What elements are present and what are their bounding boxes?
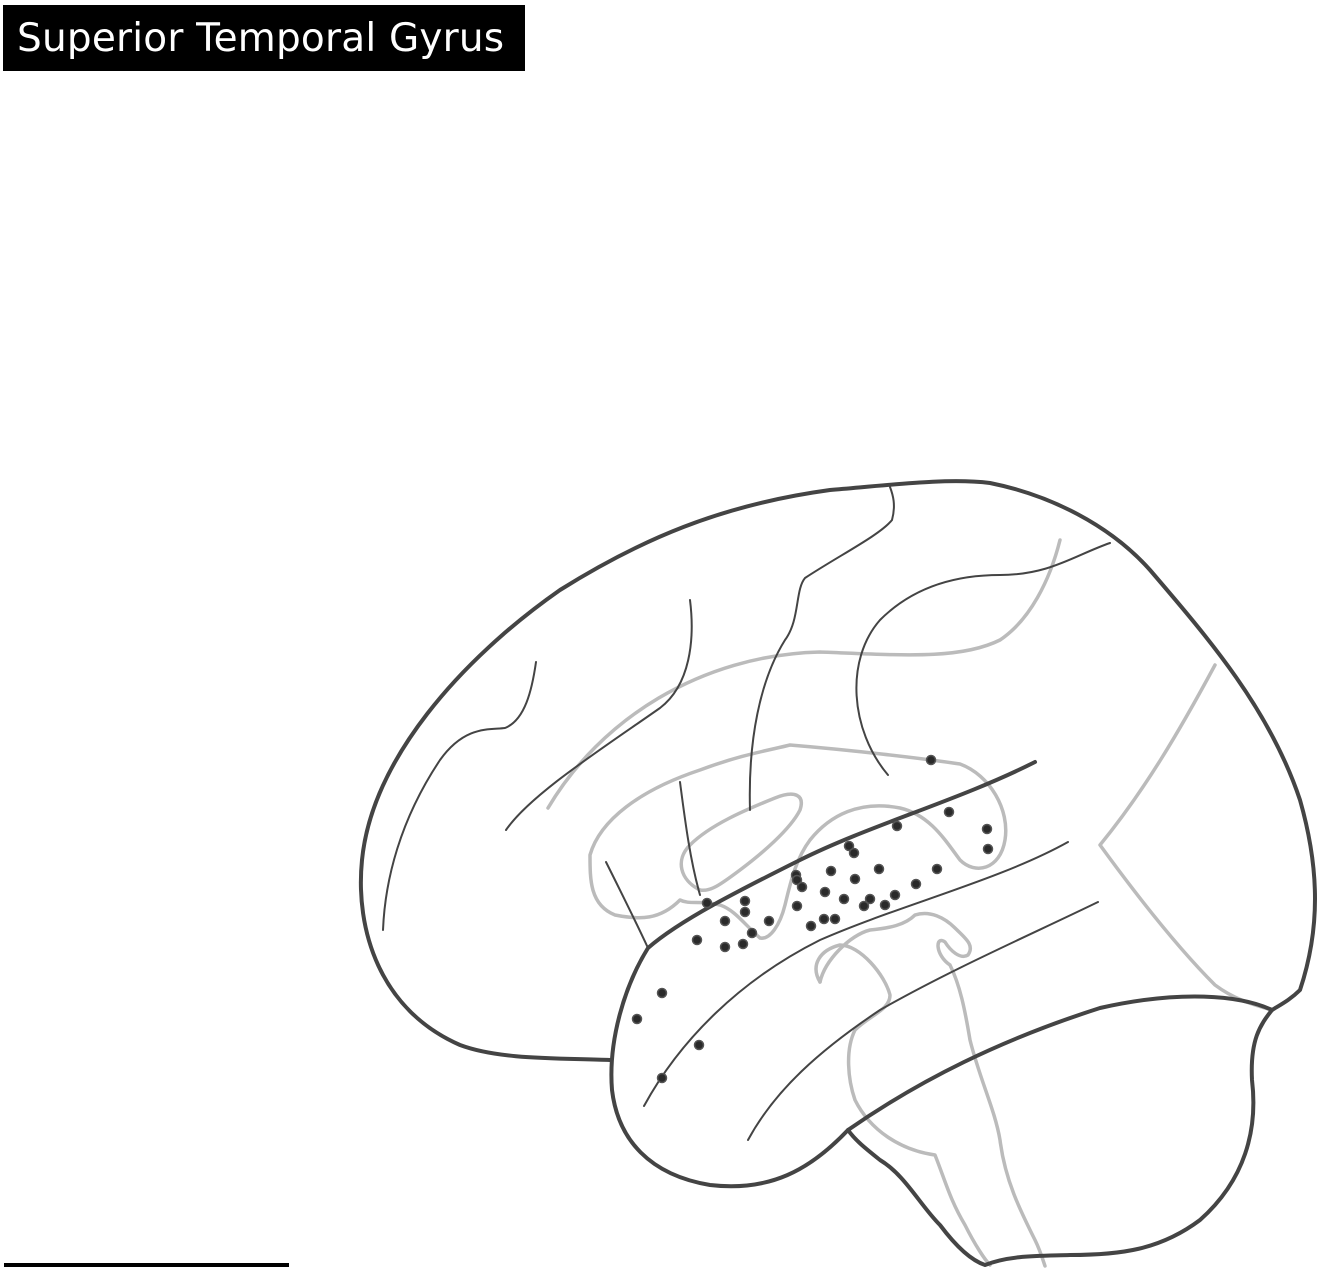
temporal-lobe-outline xyxy=(609,760,1037,1189)
marker xyxy=(693,1039,705,1051)
superior-temporal-sulcus xyxy=(643,841,1069,1107)
marker xyxy=(825,865,837,877)
postcentral-sulcus xyxy=(855,542,1111,776)
hippocampus-outline xyxy=(814,943,992,1267)
marker xyxy=(849,873,861,885)
sulci xyxy=(382,486,1111,1141)
frontal-sulcus-2 xyxy=(505,599,693,831)
marker xyxy=(879,899,891,911)
marker xyxy=(925,754,937,766)
precentral-branch xyxy=(679,781,701,896)
cortex-outline xyxy=(358,479,1317,1062)
insula-outline xyxy=(546,538,1062,810)
scale-bar xyxy=(4,1263,289,1267)
marker xyxy=(656,1072,668,1084)
marker xyxy=(701,897,713,909)
activation-markers xyxy=(631,754,994,1084)
marker xyxy=(982,843,994,855)
ventricle-outline xyxy=(588,743,1008,940)
marker xyxy=(848,847,860,859)
frontal-sulcus-1 xyxy=(382,661,537,931)
cerebellum-outline xyxy=(846,994,1274,1267)
inferior-temporal-sulcus xyxy=(747,901,1099,1141)
marker xyxy=(763,915,775,927)
marker xyxy=(737,938,749,950)
corpus-callosum-inner xyxy=(679,792,803,893)
region-title: Superior Temporal Gyrus xyxy=(3,5,525,71)
marker xyxy=(931,863,943,875)
marker xyxy=(746,927,758,939)
marker xyxy=(739,895,751,907)
marker xyxy=(739,906,751,918)
marker xyxy=(943,806,955,818)
marker xyxy=(796,881,808,893)
marker xyxy=(864,893,876,905)
marker xyxy=(631,1013,643,1025)
marker xyxy=(719,941,731,953)
marker xyxy=(818,913,830,925)
marker xyxy=(838,893,850,905)
marker xyxy=(889,889,901,901)
region-title-text: Superior Temporal Gyrus xyxy=(17,15,505,61)
marker xyxy=(910,878,922,890)
marker xyxy=(656,987,668,999)
marker xyxy=(891,820,903,832)
marker xyxy=(805,920,817,932)
marker xyxy=(873,863,885,875)
marker xyxy=(791,874,803,886)
marker xyxy=(691,934,703,946)
marker xyxy=(843,840,855,852)
marker xyxy=(819,886,831,898)
brainstem-outline xyxy=(818,911,1047,1268)
hidden-structures xyxy=(546,538,1274,1268)
parieto-occipital-line xyxy=(1098,663,1274,1012)
marker xyxy=(791,900,803,912)
marker xyxy=(719,915,731,927)
inferior-frontal-branch xyxy=(605,861,649,949)
central-sulcus xyxy=(748,486,895,811)
marker xyxy=(858,900,870,912)
marker xyxy=(829,913,841,925)
marker xyxy=(981,823,993,835)
